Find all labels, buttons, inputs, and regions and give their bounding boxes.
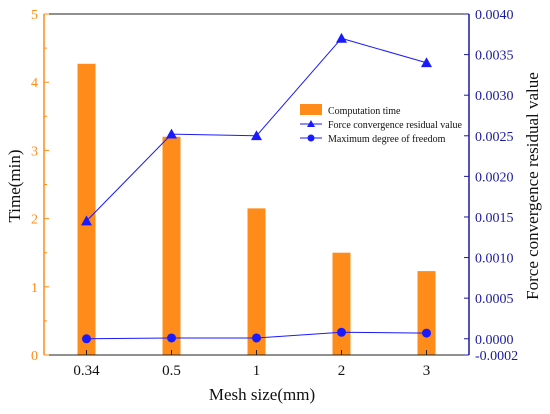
triangle-point-0	[81, 215, 92, 226]
bar-3	[332, 252, 351, 355]
legend: Computation time Force convergence residu…	[300, 104, 462, 145]
circle-point-4	[422, 328, 431, 338]
x-tick-label-1: 0.5	[162, 363, 181, 379]
x-axis-label: Mesh size(mm)	[209, 385, 315, 404]
circle-point-1	[167, 333, 176, 343]
y-right-tick-label-1: 0.0000	[475, 333, 514, 348]
y-left-tick-label-0: 0	[31, 349, 38, 364]
y-left-tick-label-5: 5	[31, 8, 38, 23]
y-left-tick-label-1: 1	[31, 281, 38, 296]
triangle-point-3	[336, 32, 347, 43]
triangle-point-2	[251, 130, 262, 141]
legend-circle-marker	[307, 134, 315, 142]
lines-layer	[81, 32, 432, 344]
bar-2	[247, 208, 266, 355]
circle-point-3	[337, 327, 346, 337]
y-axis-right-label: Force convergence residual value	[523, 72, 542, 300]
x-tick-label-4: 3	[423, 363, 431, 379]
x-tick-label-2: 1	[253, 363, 261, 379]
x-tick-label-0: 0.34	[73, 363, 100, 379]
y-right-tick-label-3: 0.0010	[475, 252, 514, 267]
bars-layer	[77, 63, 436, 355]
y-right-tick-label-5: 0.0020	[475, 170, 514, 185]
y-axis-left-label: Time(min)	[5, 149, 24, 222]
bar-4	[417, 271, 436, 355]
legend-label-0: Computation time	[328, 106, 401, 117]
y-right-tick-label-2: 0.0005	[475, 292, 514, 307]
y-right-tick-label-8: 0.0035	[475, 49, 514, 64]
legend-swatch-bar	[300, 104, 322, 115]
triangle-point-4	[421, 57, 432, 68]
triangle-point-1	[166, 128, 177, 139]
legend-triangle-marker	[307, 120, 315, 127]
legend-label-1: Force convergence residual value	[328, 120, 462, 131]
bar-1	[162, 136, 181, 355]
legend-label-2: Maximum degree of freedom	[328, 134, 446, 145]
y-right-tick-label-6: 0.0025	[475, 130, 514, 145]
y-left-tick-label-4: 4	[31, 76, 38, 91]
circle-point-0	[82, 334, 91, 344]
y-right-tick-label-0: -0.0002	[475, 349, 518, 364]
circle-point-2	[252, 333, 261, 343]
bar-0	[77, 63, 96, 355]
y-right-tick-label-7: 0.0030	[475, 89, 514, 104]
y-right-tick-label-9: 0.0040	[475, 8, 514, 23]
y-left-tick-label-3: 3	[31, 144, 38, 159]
x-tick-label-3: 2	[338, 363, 346, 379]
y-left-tick-label-2: 2	[31, 213, 38, 228]
y-right-tick-label-4: 0.0015	[475, 211, 514, 226]
